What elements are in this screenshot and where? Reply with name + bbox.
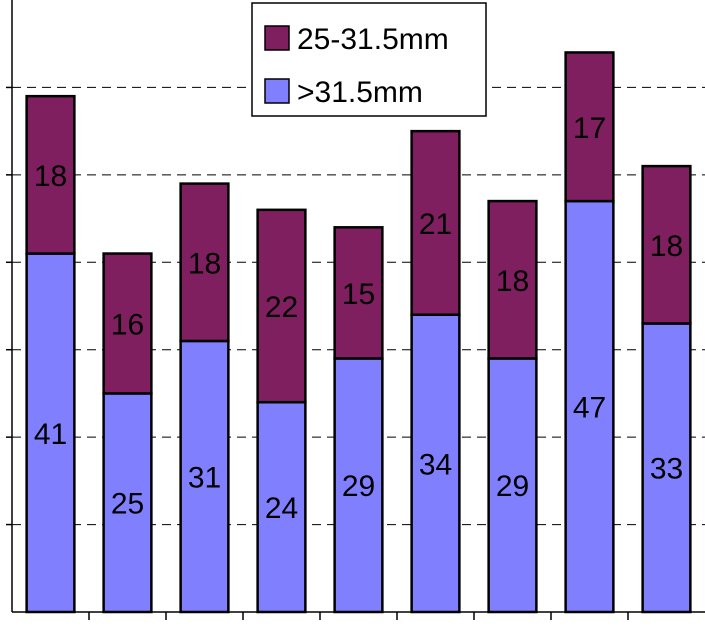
- bar-segment-upper: [410, 129, 461, 316]
- bar-segment-lower: [641, 322, 692, 614]
- data-label: 31: [188, 461, 221, 494]
- legend-swatch: [264, 25, 290, 51]
- data-label: 22: [265, 291, 298, 324]
- bar-segment-upper: [25, 94, 76, 255]
- legend-entry: >31.5mm: [297, 76, 423, 109]
- bar-segment-lower: [256, 400, 307, 614]
- legend-box: [251, 2, 487, 117]
- bar-segment-lower: [564, 199, 615, 614]
- data-label: 41: [34, 418, 67, 451]
- data-label: 33: [650, 453, 683, 486]
- data-label: 18: [496, 265, 529, 298]
- legend: 25-31.5mm >31.5mm: [251, 2, 487, 117]
- data-label: 15: [342, 278, 375, 311]
- data-label: 24: [265, 492, 298, 525]
- bar-segment-upper: [333, 226, 384, 360]
- bar-segment-lower: [333, 357, 384, 614]
- bar-segment-upper: [487, 199, 538, 360]
- data-label: 18: [188, 247, 221, 280]
- data-label: 29: [342, 470, 375, 503]
- data-label: 21: [419, 208, 452, 241]
- bar-segment-lower: [179, 339, 230, 614]
- bars: 41 18 25 16 31 18 24 22 29 15 34 21 29 18 47 17 33 18: [25, 51, 692, 614]
- bar-segment-lower: [410, 313, 461, 614]
- bar-segment-lower: [102, 392, 153, 614]
- data-label: 16: [111, 308, 144, 341]
- data-label: 47: [573, 392, 606, 425]
- bar-segment-upper: [256, 208, 307, 404]
- data-label: 34: [419, 448, 452, 481]
- data-label: 17: [573, 112, 606, 145]
- legend-entry: 25-31.5mm: [297, 23, 449, 56]
- bar-segment-lower: [487, 357, 538, 614]
- data-label: 29: [496, 470, 529, 503]
- bar-segment-upper: [564, 51, 615, 203]
- bar-segment-upper: [102, 252, 153, 395]
- data-label: 18: [650, 230, 683, 263]
- bar-segment-upper: [179, 182, 230, 343]
- bar-segment-lower: [25, 252, 76, 614]
- bar-segment-upper: [641, 164, 692, 325]
- data-label: 25: [111, 488, 144, 521]
- data-label: 18: [34, 160, 67, 193]
- legend-swatch: [264, 78, 290, 104]
